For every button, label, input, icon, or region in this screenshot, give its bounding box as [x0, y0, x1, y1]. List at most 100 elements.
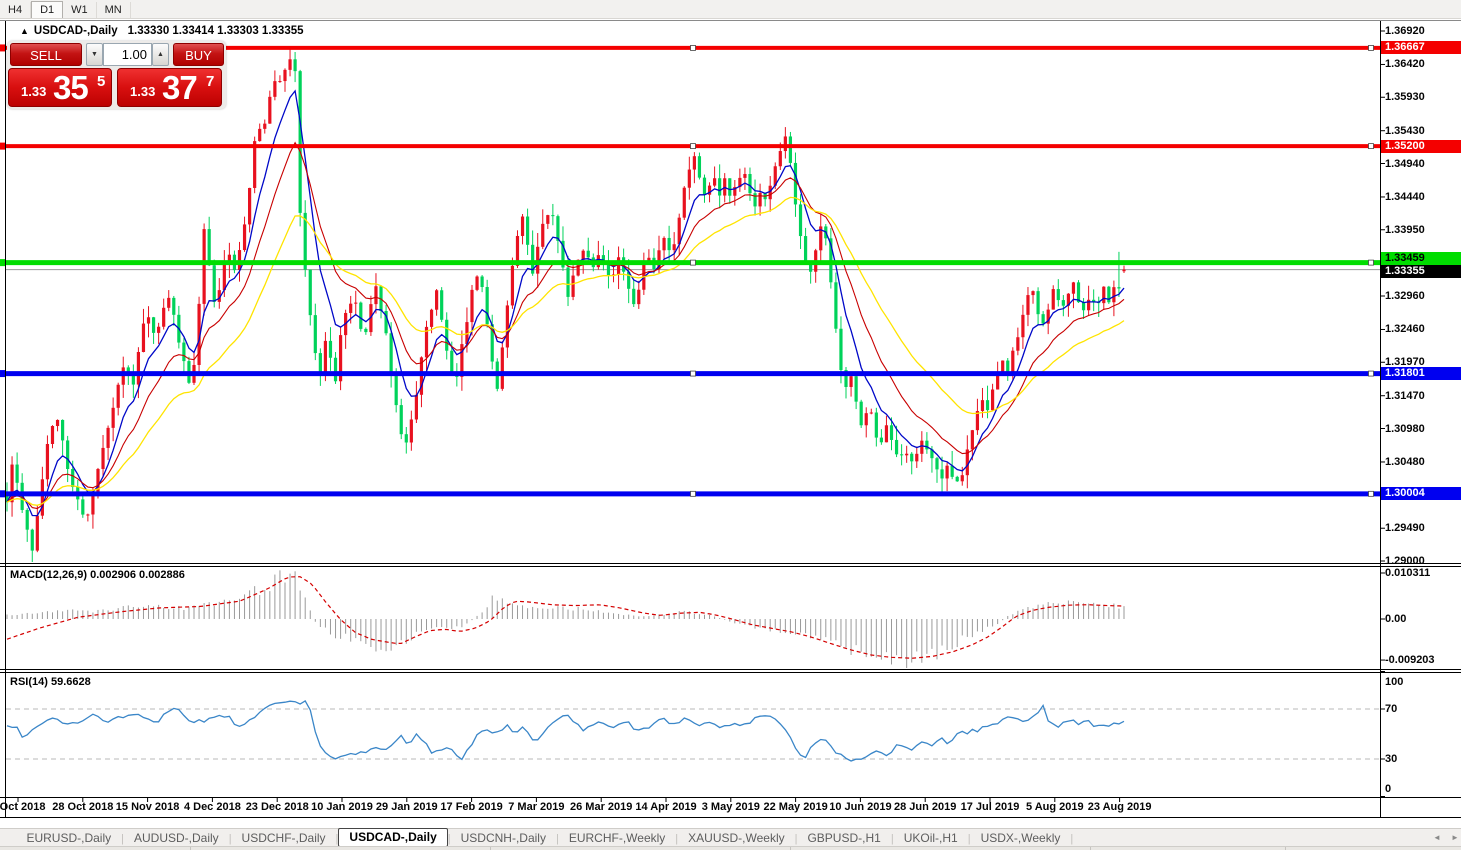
sell-price-prefix: 1.33 — [21, 84, 47, 99]
price-tick-label: 1.32960 — [1385, 290, 1425, 302]
hline-left-anchor — [0, 44, 5, 52]
chart-tab-gbpusdh1[interactable]: GBPUSD-,H1 — [807, 831, 881, 845]
timeframe-button-d1[interactable]: D1 — [31, 1, 64, 18]
chart-title: USDCAD-,Daily — [33, 25, 118, 37]
hline-handle[interactable] — [1368, 490, 1374, 497]
price-tick-label: 1.36420 — [1385, 58, 1425, 71]
tab-separator: | — [555, 833, 559, 845]
price-tick-label: 1.35930 — [1385, 91, 1425, 104]
date-label: 7 Mar 2019 — [508, 801, 565, 813]
sell-button[interactable]: SELL — [10, 43, 82, 66]
tab-separator: | — [335, 833, 339, 845]
date-label: 29 Jan 2019 — [375, 801, 438, 813]
price-tick-label: 1.29490 — [1385, 522, 1425, 535]
tab-separator: | — [121, 833, 124, 845]
hline-handle[interactable] — [690, 45, 696, 51]
chart-title-row: ▲ USDCAD-,Daily 1.33330 1.33414 1.33303 1.… — [20, 25, 304, 39]
chart-tab-usdcnhdaily[interactable]: USDCNH-,Daily — [460, 831, 546, 845]
buy-price-main: 37 — [162, 69, 198, 106]
price-tick-label: 1.34440 — [1385, 190, 1425, 203]
price-badge-1.31801: 1.31801 — [1381, 367, 1461, 381]
sell-price-pip: 5 — [97, 73, 106, 90]
hline-handle[interactable] — [690, 490, 696, 497]
buy-price-box[interactable]: 1.33 37 7 — [117, 68, 222, 107]
rsi-tick-label: 100 — [1385, 676, 1404, 688]
chart-tab-audusddaily[interactable]: AUDUSD-,Daily — [134, 831, 219, 845]
date-label: 5 Aug 2019 — [1025, 801, 1084, 813]
date-label: 3 May 2019 — [701, 801, 760, 813]
price-tick-label: 1.31470 — [1385, 389, 1425, 402]
tab-separator: | — [675, 833, 679, 845]
volume-down-button[interactable]: ▼ — [86, 43, 103, 66]
tab-separator: | — [228, 833, 232, 845]
price-tick-label: 1.34940 — [1385, 157, 1425, 170]
date-label: 17 Feb 2019 — [440, 801, 503, 813]
rsi-tick-label: 30 — [1385, 753, 1398, 765]
tab-separator: | — [447, 833, 451, 845]
sell-price-box[interactable]: 1.33 35 5 — [8, 68, 112, 107]
chart-tab-usdcaddaily[interactable]: USDCAD-,Daily — [338, 828, 448, 847]
hline-left-anchor — [0, 259, 5, 267]
price-badge-1.35200: 1.35200 — [1381, 139, 1461, 153]
date-label: 10 Jan 2019 — [311, 801, 373, 813]
tab-scroll-right-icon[interactable]: ► — [1451, 833, 1459, 842]
hline-handle[interactable] — [1368, 259, 1374, 266]
buy-price-prefix: 1.33 — [130, 84, 156, 99]
price-tick-label: 1.30480 — [1385, 455, 1425, 468]
volume-up-button[interactable]: ▲ — [152, 43, 169, 66]
chart-tab-xauusdweekly[interactable]: XAUUSD-,Weekly — [688, 831, 785, 845]
chart-tab-bar: EURUSD-,Daily | AUDUSD-,Daily | USDCHF-,Dail… — [0, 828, 1461, 847]
price-tick-label: 1.29000 — [1385, 555, 1425, 567]
hline-handle[interactable] — [690, 370, 696, 377]
slow-ma-line — [6, 196, 1125, 506]
tabs-container: EURUSD-,Daily | AUDUSD-,Daily | USDCHF-,Dail… — [16, 828, 1074, 847]
volume-input[interactable]: 1.00 — [103, 43, 152, 66]
sell-price-main: 35 — [53, 69, 89, 106]
hline-handle[interactable] — [690, 259, 696, 266]
rsi-tick-label: 0 — [1385, 783, 1392, 795]
fast-ma-line — [6, 89, 1125, 517]
price-tick-label: 1.32460 — [1385, 323, 1425, 336]
one-click-trade-panel: SELL ▼ 1.00 ▲ BUY 1.33 35 5 1.33 37 7 — [7, 41, 226, 109]
macd-panel — [6, 570, 1125, 668]
timeframe-button-mn[interactable]: MN — [97, 2, 131, 18]
collapse-triangle-icon[interactable]: ▲ — [20, 26, 29, 36]
date-label: 4 Dec 2018 — [183, 801, 241, 813]
candles-group — [6, 48, 1126, 562]
hline-handle[interactable] — [1368, 143, 1374, 150]
chart-tab-usdchfdaily[interactable]: USDCHF-,Daily — [241, 831, 326, 845]
timeframe-button-h4[interactable]: H4 — [0, 2, 32, 18]
macd-tick-label: 0.00 — [1385, 613, 1407, 625]
chart-ohlc-values: 1.33330 1.33414 1.33303 1.33355 — [127, 25, 304, 37]
chart-tab-eurchfweekly[interactable]: EURCHF-,Weekly — [568, 831, 666, 845]
price-tick-label: 1.35430 — [1385, 124, 1425, 137]
tab-separator: | — [794, 833, 798, 845]
macd-tick-label: 0.010311 — [1385, 566, 1431, 579]
date-label: 28 Oct 2018 — [52, 801, 114, 813]
price-tick-label: 1.36920 — [1385, 25, 1425, 37]
tab-separator: | — [967, 833, 971, 845]
current-price-badge: 1.33355 — [1381, 264, 1461, 278]
date-label: 17 Jul 2019 — [960, 801, 1020, 813]
hline-handle[interactable] — [1368, 45, 1374, 51]
timeframe-toolbar: H4 D1 W1 MN — [0, 0, 1461, 19]
chart-tab-eurusddaily[interactable]: EURUSD-,Daily — [26, 831, 112, 845]
tab-separator: | — [1070, 833, 1074, 845]
volume-stepper: ▼ 1.00 ▲ — [86, 43, 169, 66]
macd-label: MACD(12,26,9) 0.002906 0.002886 — [10, 569, 185, 581]
hline-handle[interactable] — [1368, 370, 1374, 377]
price-tick-label: 1.33950 — [1385, 223, 1425, 236]
price-tick-label: 1.31970 — [1385, 356, 1425, 369]
chart-tab-ukoilh1[interactable]: UKOil-,H1 — [903, 831, 958, 845]
hline-handle[interactable] — [690, 143, 696, 150]
timeframe-button-w1[interactable]: W1 — [63, 2, 97, 18]
chart-tab-usdxweekly[interactable]: USDX-,Weekly — [980, 831, 1061, 845]
hline-left-anchor — [0, 490, 5, 498]
tab-scroll-left-icon[interactable]: ◄ — [1433, 833, 1441, 842]
buy-button[interactable]: BUY — [173, 43, 224, 66]
rsi-panel — [6, 699, 1380, 762]
date-label: 10 Jun 2019 — [829, 801, 892, 813]
rsi-label: RSI(14) 59.6628 — [10, 676, 91, 688]
macd-signal-line — [6, 576, 1125, 659]
